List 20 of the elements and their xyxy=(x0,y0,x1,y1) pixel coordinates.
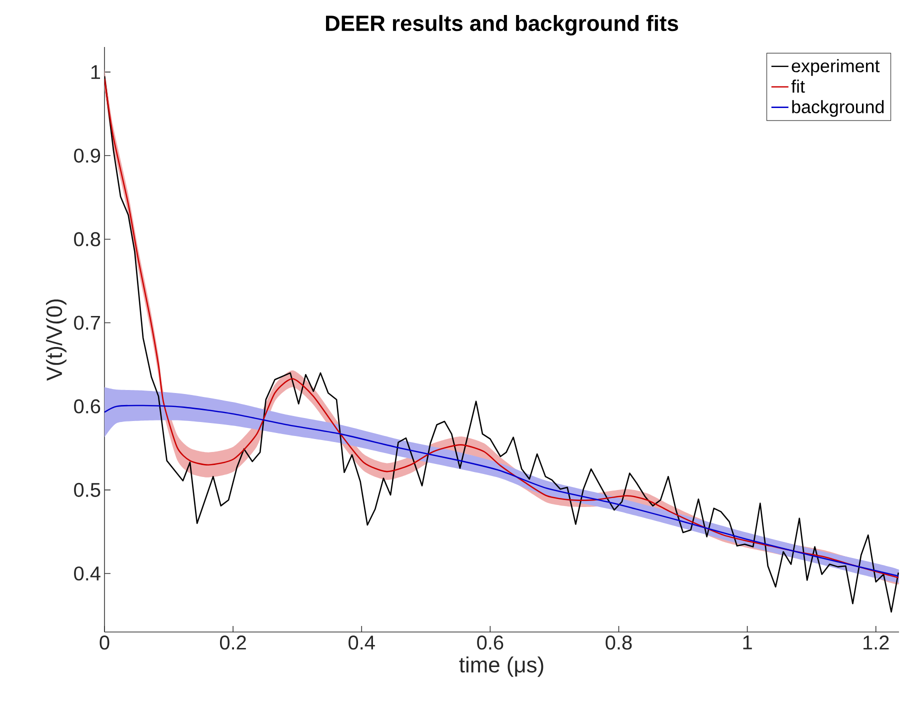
chart-title: DEER results and background fits xyxy=(326,14,678,36)
y-tick-label: 0.9 xyxy=(74,148,100,163)
y-tick-label: 1 xyxy=(91,65,100,79)
x-axis-title: time (μs) xyxy=(459,656,544,677)
x-tick-label: 0.6 xyxy=(477,636,504,650)
x-tick-label: 1 xyxy=(743,636,752,650)
legend-label: fit xyxy=(791,80,805,93)
x-tick-label: 0.8 xyxy=(606,636,632,650)
y-axis-title: V(t)/V(0) xyxy=(46,299,66,381)
y-tick-label: 0.8 xyxy=(74,232,100,246)
x-tick-label: 0 xyxy=(100,636,110,650)
legend-label: background xyxy=(792,100,884,117)
y-tick-label: 0.5 xyxy=(74,482,100,497)
y-tick-label: 0.6 xyxy=(74,399,100,414)
x-tick-label: 0.4 xyxy=(348,636,375,650)
x-tick-label: 1.2 xyxy=(864,636,889,650)
x-tick-label: 0.2 xyxy=(220,636,246,650)
y-tick-label: 0.7 xyxy=(74,316,100,330)
y-tick-label: 0.4 xyxy=(74,566,100,581)
legend-label: experiment xyxy=(792,59,880,76)
